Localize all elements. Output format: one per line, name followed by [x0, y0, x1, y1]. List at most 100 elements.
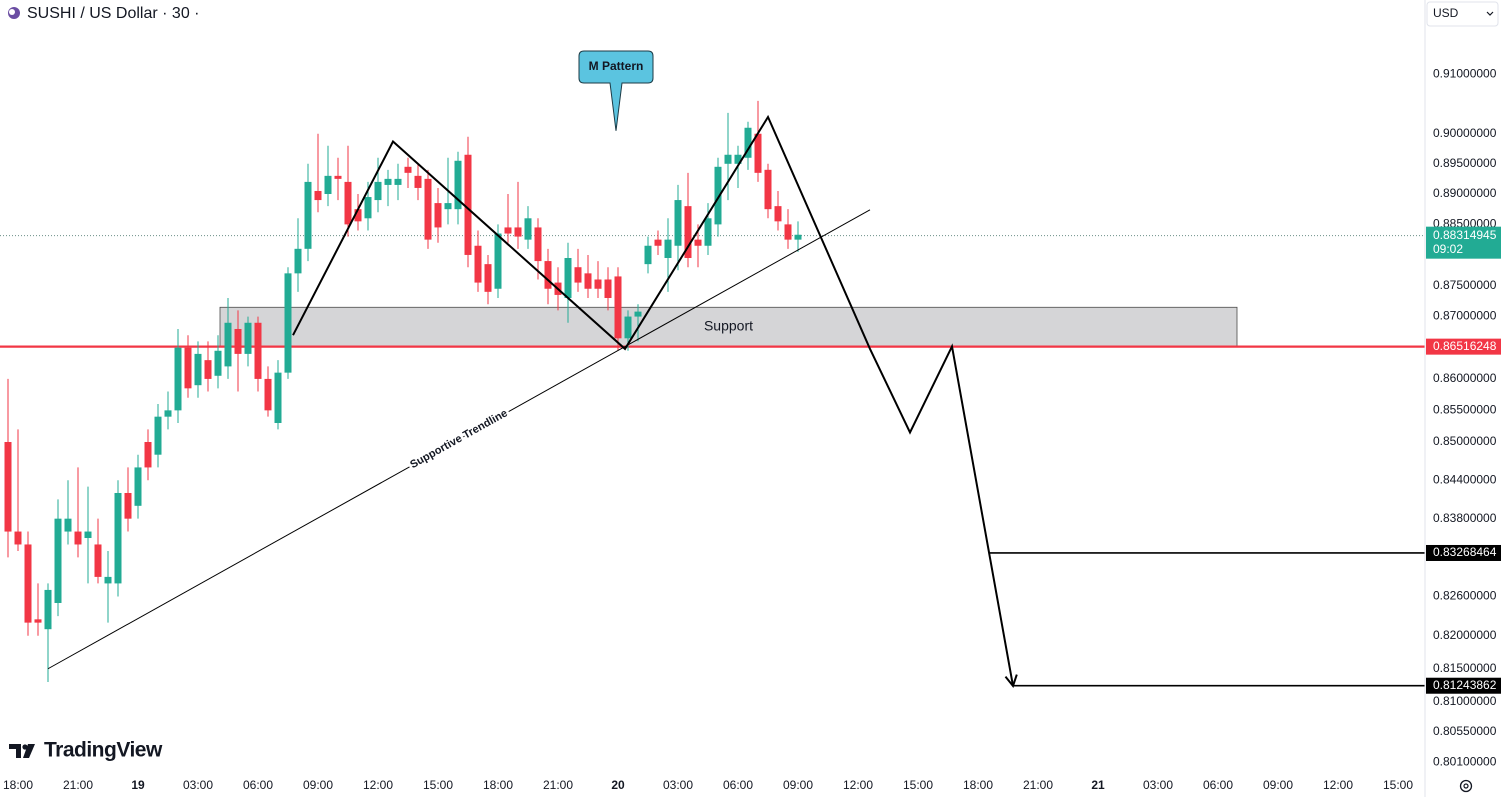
- candle-body: [744, 127, 752, 158]
- candle-body: [544, 261, 552, 289]
- x-tick-label: 21:00: [63, 778, 93, 792]
- candle-body: [294, 248, 302, 274]
- candle-body: [494, 233, 502, 289]
- currency-label[interactable]: USD: [1433, 6, 1459, 20]
- candle-body: [444, 203, 452, 210]
- candle-body: [354, 209, 362, 222]
- callout-label: M Pattern: [589, 59, 644, 73]
- candle-body: [704, 218, 712, 246]
- logo-mark: [23, 744, 35, 758]
- candle-body: [664, 239, 672, 259]
- x-tick-label: 12:00: [843, 778, 873, 792]
- candle-body: [774, 206, 782, 222]
- candle-body: [74, 531, 82, 545]
- symbol-title[interactable]: SUSHI / US Dollar · 30 ·: [27, 5, 199, 22]
- candle-body: [264, 378, 272, 411]
- candle-body: [284, 273, 292, 373]
- y-tick-label: 0.80100000: [1433, 754, 1497, 768]
- candle-body: [484, 264, 492, 292]
- candle-body: [734, 154, 742, 164]
- candle-body: [594, 279, 602, 289]
- candle-body: [364, 197, 372, 219]
- candle-body: [64, 518, 72, 532]
- price-label: 0.86516248: [1433, 339, 1497, 353]
- y-tick-label: 0.82000000: [1433, 628, 1497, 642]
- candle-body: [574, 267, 582, 283]
- candle-body: [514, 227, 522, 237]
- candle-body: [524, 218, 532, 240]
- candle-body: [154, 416, 162, 455]
- candle-body: [34, 619, 42, 623]
- currency-chevron: [1486, 11, 1494, 16]
- brand-logo[interactable]: TradingView: [9, 739, 163, 762]
- x-tick-label: 09:00: [303, 778, 333, 792]
- candle-body: [474, 245, 482, 283]
- candle-body: [424, 178, 432, 240]
- x-tick-label: 21: [1091, 778, 1105, 792]
- y-tick-label: 0.81000000: [1433, 694, 1497, 708]
- axes: 0.91000000 0.90000000 0.89500000 0.89000000…: [3, 66, 1501, 792]
- x-tick-label: 15:00: [903, 778, 933, 792]
- candle-body: [104, 576, 112, 584]
- settings-icon[interactable]: [1459, 779, 1473, 793]
- candle-body: [434, 203, 442, 228]
- x-tick-label: 09:00: [1263, 778, 1293, 792]
- pattern-path: [292, 114, 1014, 687]
- y-tick-label: 0.89500000: [1433, 156, 1497, 170]
- candle-body: [204, 360, 212, 379]
- y-tick-label: 0.84400000: [1433, 472, 1497, 486]
- candle-body: [124, 492, 132, 519]
- candle-body: [254, 322, 262, 379]
- x-tick-label: 06:00: [723, 778, 753, 792]
- logo-mark: [9, 744, 21, 758]
- price-label-box: [1426, 677, 1501, 694]
- candle-body: [794, 234, 802, 240]
- x-tick-label: 12:00: [363, 778, 393, 792]
- candle-body: [384, 178, 392, 185]
- candle-body: [724, 154, 732, 164]
- currency-selector[interactable]: [1426, 1, 1499, 27]
- candle-body: [194, 353, 202, 386]
- trendline: [47, 209, 871, 670]
- candle-body: [304, 181, 312, 249]
- candle-body: [604, 279, 612, 299]
- x-tick-label: 03:00: [183, 778, 213, 792]
- candle-body: [614, 276, 622, 339]
- candle-body: [674, 200, 682, 246]
- logo-dot: [22, 744, 28, 750]
- price-label-box: [1426, 226, 1501, 259]
- x-tick-label: 18:00: [963, 778, 993, 792]
- candle-body: [684, 206, 692, 259]
- candle-body: [54, 518, 62, 603]
- x-tick-label: 19: [131, 778, 145, 792]
- brand-name[interactable]: TradingView: [44, 739, 163, 762]
- price-label-box: [1426, 544, 1501, 561]
- y-tick-label: 0.80550000: [1433, 724, 1497, 738]
- candle-body: [694, 239, 702, 246]
- x-tick-label: 21:00: [1023, 778, 1053, 792]
- x-tick-label: 18:00: [483, 778, 513, 792]
- candle-body: [314, 190, 322, 201]
- candle-body: [234, 328, 242, 354]
- price-label: 0.81243862: [1433, 678, 1497, 692]
- candle-body: [84, 531, 92, 539]
- arrow-head: [1004, 674, 1018, 689]
- price-label: 0.83268464: [1433, 545, 1497, 559]
- candle-body: [344, 181, 352, 225]
- candle-body: [584, 273, 592, 289]
- candle-body: [224, 322, 232, 367]
- settings-icon-center: [1463, 783, 1469, 789]
- y-tick-label: 0.89000000: [1433, 186, 1497, 200]
- candle-body: [24, 544, 32, 623]
- x-tick-label: 03:00: [663, 778, 693, 792]
- candle-body: [334, 175, 342, 179]
- candle-body: [454, 160, 462, 210]
- callout: [578, 50, 654, 131]
- candle-body: [94, 544, 102, 577]
- price-label: 0.88314945: [1433, 228, 1497, 242]
- candle-body: [624, 316, 632, 339]
- candle-body: [4, 441, 12, 532]
- candle-body: [654, 239, 662, 246]
